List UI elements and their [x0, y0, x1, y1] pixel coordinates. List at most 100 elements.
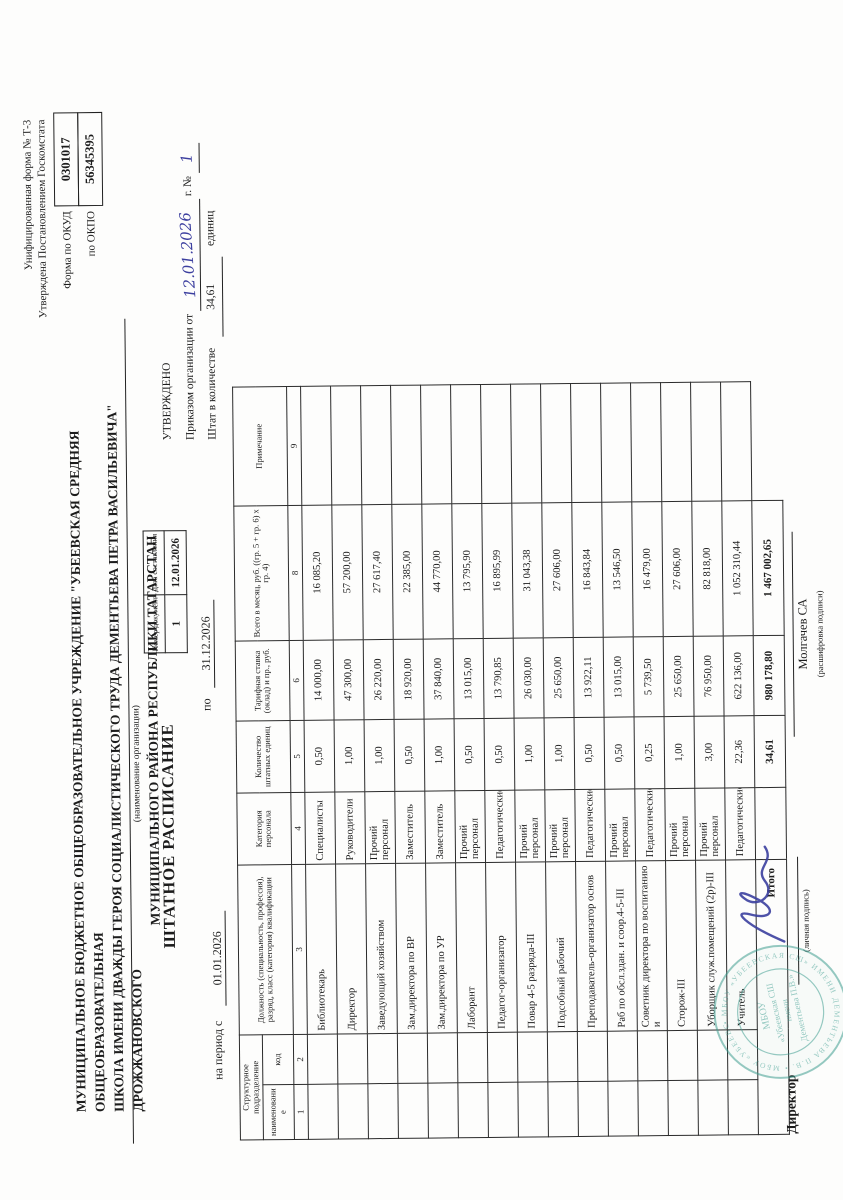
header-structural-name: наименование — [262, 1084, 294, 1140]
order-date-handwriting: 12.01.2026 — [176, 211, 200, 299]
table-cell-note — [450, 384, 482, 504]
table-cell-name — [427, 1082, 458, 1139]
table-cell-name — [637, 1080, 668, 1136]
table-cell-title: Зам.директора по ВР — [395, 863, 427, 1034]
column-number: 9 — [286, 386, 302, 506]
table-cell-rate: 13 015,00 — [602, 636, 634, 718]
table-cell-qty: 1,00 — [513, 717, 545, 791]
table-cell-qty: 0,50 — [603, 716, 635, 790]
order-date-underline: 12.01.2026 — [176, 198, 202, 312]
table-cell-category: Прочий персонал — [694, 787, 726, 861]
table-cell-category: Педагогические — [484, 790, 516, 863]
table-cell-note — [540, 383, 572, 503]
totals-qty: 34,61 — [753, 715, 786, 788]
table-cell-rate: 26 220,00 — [362, 639, 394, 720]
table-cell-qty: 1,00 — [363, 719, 395, 792]
table-cell-name — [367, 1083, 398, 1139]
table-cell-total: 22 385,00 — [391, 504, 423, 640]
table-cell-total: 16 843,84 — [571, 502, 603, 638]
table-cell-name — [607, 1080, 638, 1137]
table-cell-note — [330, 385, 362, 506]
table-cell-code — [516, 1031, 548, 1083]
table-cell-note — [480, 384, 512, 504]
header-rate: Тарифная ставка (оклад) и пр., руб. — [235, 640, 290, 722]
table-cell-name — [517, 1081, 548, 1138]
table-cell-qty: 3,00 — [693, 715, 725, 789]
column-number: 1 — [293, 1084, 308, 1140]
table-cell-total: 16 895,99 — [481, 503, 513, 639]
table-cell-note — [720, 381, 752, 501]
organization-title: МУНИЦИПАЛЬНОЕ БЮДЖЕТНОЕ ОБЩЕОБРАЗОВАТЕЛЬ… — [64, 349, 167, 1112]
handwritten-signature — [739, 845, 786, 943]
director-name: Молгачев СА — [795, 598, 811, 670]
stamp-center-line3: имени — [779, 998, 794, 1023]
table-cell-title: Педагог-организатор — [485, 862, 517, 1033]
table-cell-rate: 13 015,00 — [452, 638, 484, 719]
table-cell-total: 16 479,00 — [631, 501, 663, 637]
period-prefix: на период с — [210, 1020, 226, 1080]
table-cell-name — [487, 1082, 518, 1138]
table-cell-code — [336, 1033, 368, 1085]
staffing-table: Структурное подразделение Должность (спе… — [232, 381, 789, 1141]
staff-count-prefix: Штат в количестве — [205, 347, 219, 440]
column-number: 4 — [290, 792, 306, 865]
table-cell-code — [636, 1030, 668, 1081]
column-number: 2 — [292, 1034, 308, 1085]
period-to-label: по — [199, 698, 214, 711]
table-cell-title: Повар 4-5 разряда-III — [515, 861, 547, 1033]
table-cell-qty: 0,50 — [303, 720, 335, 793]
table-cell-note — [660, 382, 692, 502]
approval-order-prefix: Приказом организации от — [183, 313, 197, 441]
table-cell-title: Библиотекарь — [305, 864, 337, 1035]
table-cell-rate: 18 920,00 — [392, 639, 424, 720]
period-to-row: по 31.12.2026 — [198, 599, 216, 711]
table-cell-category: Прочий персонал — [364, 791, 396, 864]
table-cell-code — [606, 1030, 638, 1082]
header-structural: Структурное подразделение — [239, 1034, 263, 1141]
totals-total: 1 467 002,65 — [751, 500, 784, 636]
column-number: 8 — [287, 505, 303, 641]
table-cell-rate: 25 650,00 — [662, 636, 694, 717]
header-position: Должность (специальность, профессия), ра… — [237, 864, 293, 1036]
table-cell-total: 27 617,40 — [361, 504, 393, 640]
table-cell-qty: 1,00 — [663, 716, 695, 789]
header-qty: Количество штатных единиц — [236, 720, 291, 794]
table-cell-code — [366, 1033, 398, 1084]
header-category: Категория персонала — [236, 792, 292, 866]
table-cell-title: Подсобный рабочий — [545, 861, 577, 1032]
table-cell-code — [546, 1031, 578, 1082]
table-cell-total: 13 795,90 — [451, 503, 483, 639]
table-cell-code — [396, 1033, 428, 1084]
table-cell-category: Прочий персонал — [454, 790, 486, 863]
table-cell-qty: 0,50 — [453, 718, 485, 791]
table-cell-rate: 622 136,00 — [722, 635, 754, 716]
table-cell-rate: 13 922,11 — [572, 637, 604, 718]
table-cell-category: Прочий персонал — [664, 788, 696, 861]
period-to-date: 31.12.2026 — [198, 599, 216, 688]
table-cell-name — [397, 1083, 428, 1139]
okpo-value-box: 56345395 — [77, 111, 104, 207]
table-cell-qty: 1,00 — [333, 719, 365, 793]
table-cell-qty: 0,50 — [393, 719, 425, 792]
table-cell-note — [420, 384, 452, 505]
header-structural-code: код — [261, 1034, 294, 1085]
table-cell-title: Лаборант — [455, 862, 487, 1033]
table-cell-total: 1 052 310,44 — [721, 500, 753, 636]
table-cell-total: 27 606,00 — [541, 502, 573, 638]
table-cell-note — [510, 383, 542, 504]
table-cell-category: Заместитель — [394, 791, 426, 864]
table-cell-rate: 76 950,00 — [692, 635, 724, 717]
table-cell-name — [307, 1084, 338, 1140]
table-cell-note — [600, 382, 632, 503]
okud-value-box: 0301017 — [53, 112, 80, 207]
number-value: 1 — [164, 594, 188, 653]
table-cell-name — [697, 1079, 728, 1136]
table-cell-title: Преподаватель-организатор основ — [575, 861, 607, 1032]
document-title: ШТАТНОЕ РАСПИСАНИЕ — [157, 723, 179, 949]
table-cell-category: Специалисты — [304, 792, 336, 865]
table-cell-category: Педагогические — [634, 788, 666, 861]
staff-count-units: единиц — [204, 210, 217, 247]
totals-rate: 980 178,80 — [752, 635, 785, 716]
